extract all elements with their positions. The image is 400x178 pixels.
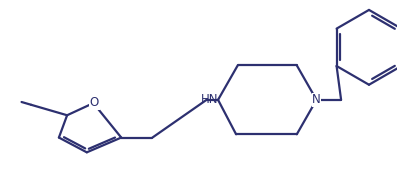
Text: N: N [312,93,321,106]
Text: O: O [90,96,99,109]
Text: HN: HN [201,93,219,106]
